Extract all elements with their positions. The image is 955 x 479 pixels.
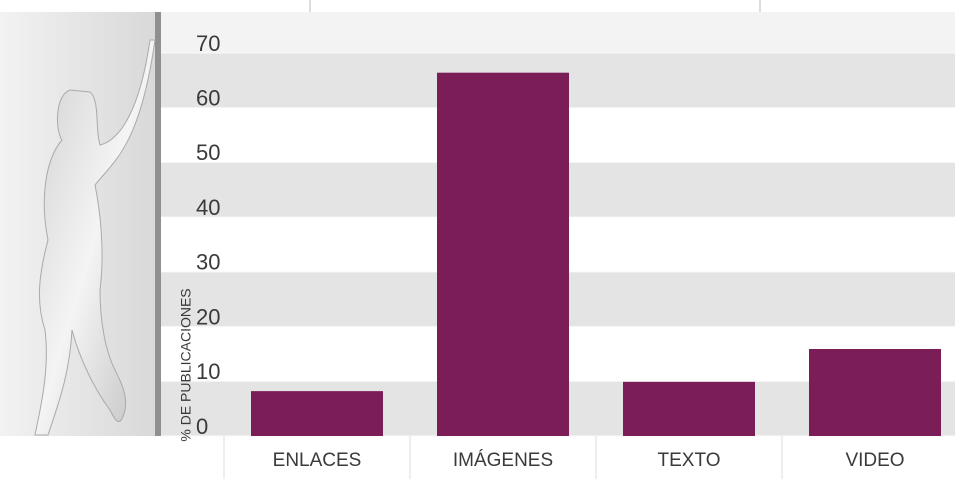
y-tick-label: 60: [196, 86, 220, 111]
y-tick-label: 10: [196, 359, 220, 384]
bar: [623, 381, 755, 436]
y-tick-label: 0: [196, 414, 208, 439]
x-tick-label: IMÁGENES: [453, 450, 553, 471]
y-axis-label: % DE PUBLICACIONES: [178, 288, 194, 441]
silhouette: [34, 39, 156, 436]
x-tick-label: ENLACES: [273, 450, 362, 471]
y-tick-label: 70: [196, 31, 220, 56]
bar: [251, 391, 383, 436]
pole: [155, 12, 161, 436]
y-tick-label: 50: [196, 140, 220, 165]
y-tick-label: 30: [196, 250, 220, 275]
y-tick-label: 20: [196, 304, 220, 329]
y-tick-label: 40: [196, 195, 220, 220]
bar: [437, 72, 569, 436]
x-tick-label: TEXTO: [658, 450, 721, 471]
x-tick-label: VIDEO: [845, 450, 904, 471]
bar: [809, 349, 941, 436]
